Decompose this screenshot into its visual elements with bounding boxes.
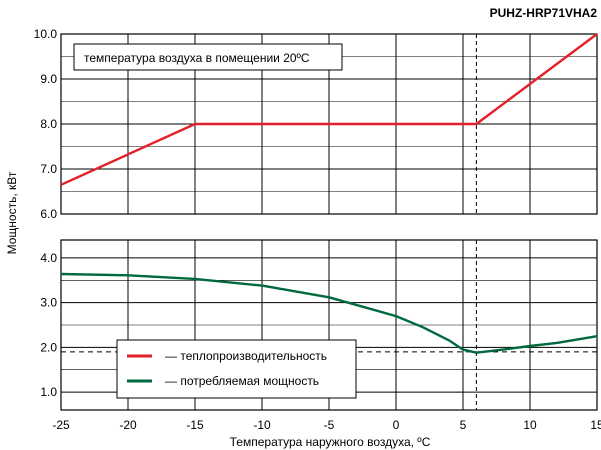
annotation: температура воздуха в помещении 20ºC (73, 43, 343, 71)
top-panel-y-tick-4: 10.0 (34, 27, 58, 41)
x-tick-7: 10 (523, 418, 537, 432)
legend: — теплопроизводительность — потребляемая… (116, 339, 357, 399)
bottom-panel-frame (60, 239, 598, 411)
y-axis-label: Мощность, кВт (5, 171, 19, 254)
bottom-panel-y-tick-1: 2.0 (40, 340, 57, 354)
chart-title: PUHZ-HRP71VHA2 (490, 6, 598, 20)
bottom-panel-y-tick-0: 1.0 (40, 385, 57, 399)
top-panel: 6.0 7.0 8.0 9.0 10.0 (34, 27, 598, 221)
legend-box (116, 339, 357, 399)
annotation-box (73, 43, 343, 71)
bottom-panel-y-tick-3: 4.0 (40, 251, 57, 265)
bottom-panel: 1.0 2.0 3.0 4.0 -25 -20 -15 -10 -5 0 5 10 15 (40, 239, 601, 432)
x-tick-3: -10 (253, 418, 271, 432)
legend-label-heating: — теплопроизводительность (165, 349, 327, 363)
series-line-0 (60, 33, 598, 186)
x-tick-5: 0 (393, 418, 400, 432)
top-panel-y-tick-2: 8.0 (40, 117, 57, 131)
x-tick-2: -15 (186, 418, 204, 432)
top-panel-y-tick-3: 9.0 (40, 72, 57, 86)
x-tick-1: -20 (119, 418, 137, 432)
legend-label-power: — потребляемая мощность (165, 374, 319, 388)
series-line-1 (60, 272, 598, 354)
x-tick-8: 15 (590, 418, 601, 432)
x-axis-label: Температура наружного воздуха, ºC (230, 435, 431, 449)
x-tick-4: -5 (324, 418, 335, 432)
x-tick-6: 5 (460, 418, 467, 432)
annotation-text: температура воздуха в помещении 20ºC (84, 51, 310, 65)
top-panel-y-tick-0: 6.0 (40, 207, 57, 221)
top-panel-frame (60, 33, 598, 215)
bottom-panel-y-tick-2: 3.0 (40, 296, 57, 310)
top-panel-y-tick-1: 7.0 (40, 162, 57, 176)
x-tick-0: -25 (52, 418, 70, 432)
